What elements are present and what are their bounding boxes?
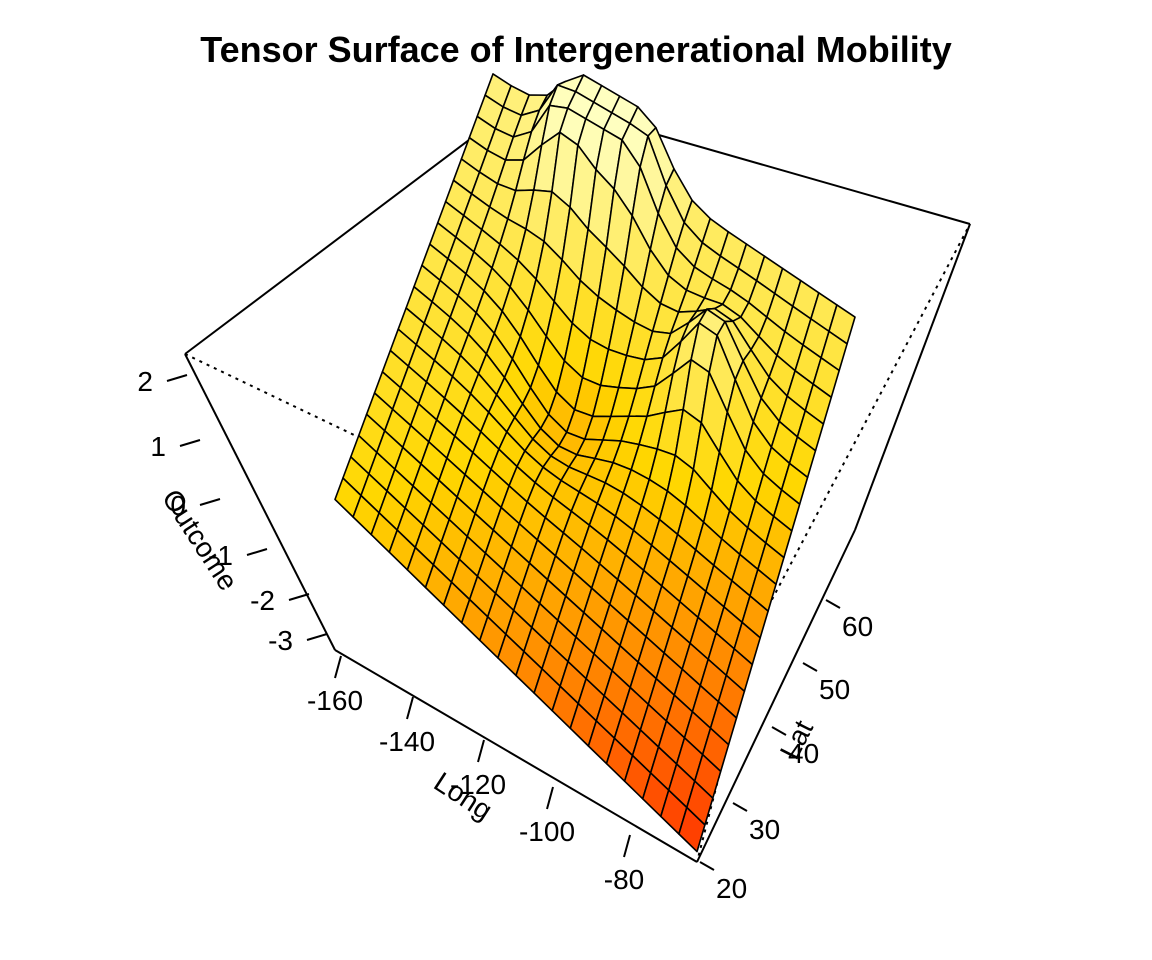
y-tick-label: 20	[716, 873, 747, 904]
x-tick	[406, 696, 414, 720]
x-tick	[546, 786, 554, 810]
y-tick-label: 60	[842, 611, 873, 642]
z-tick	[288, 593, 310, 601]
x-tick-label: -120	[450, 769, 506, 800]
z-tick-label: 1	[150, 431, 166, 462]
z-tick-label: -2	[250, 585, 275, 616]
surface-mesh	[334, 73, 856, 853]
y-tick	[732, 802, 748, 812]
y-tick-label: 50	[819, 674, 850, 705]
x-tick-label: -100	[519, 816, 575, 847]
z-tick	[166, 374, 188, 382]
bounding-box-front	[184, 223, 971, 863]
z-tick	[306, 633, 328, 641]
surface-facet	[678, 806, 706, 853]
z-tick	[179, 439, 201, 447]
y-tick	[771, 726, 787, 736]
box-edge	[854, 223, 971, 531]
x-tick-label: -140	[379, 726, 435, 757]
z-tick	[246, 548, 268, 556]
z-tick-label: 0	[170, 490, 186, 521]
z-tick	[199, 498, 221, 506]
box-edge	[334, 649, 698, 863]
x-tick-label: -160	[307, 685, 363, 716]
y-tick-label: 40	[788, 738, 819, 769]
x-tick-label: -80	[604, 864, 644, 895]
x-tick	[477, 739, 485, 763]
z-tick-label: -1	[208, 540, 233, 571]
y-tick-label: 30	[749, 814, 780, 845]
z-tick-label: 2	[137, 366, 153, 397]
box-edge	[184, 353, 336, 651]
chart-title: Tensor Surface of Intergenerational Mobi…	[200, 29, 951, 70]
y-tick	[802, 662, 818, 672]
y-tick	[699, 861, 715, 871]
x-tick	[623, 834, 631, 858]
z-tick-label: -3	[268, 625, 293, 656]
box-edge	[696, 529, 856, 863]
y-tick	[825, 599, 841, 609]
x-tick	[334, 655, 342, 679]
